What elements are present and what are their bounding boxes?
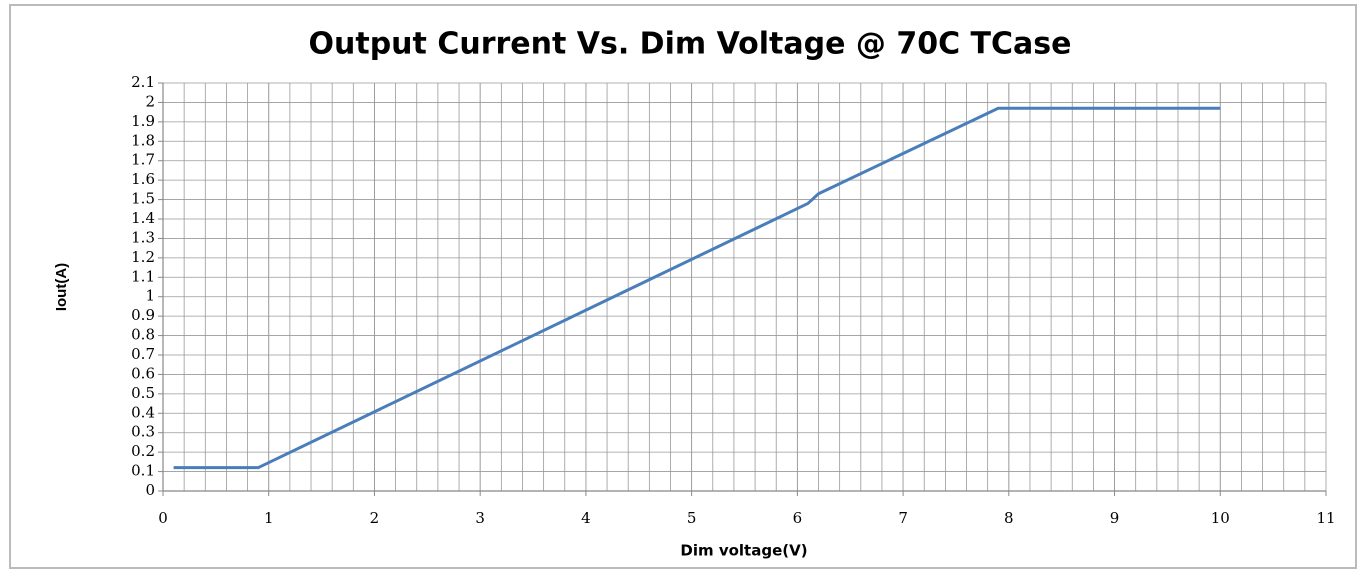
y-tick-label: 0.5 (131, 384, 155, 402)
y-tick-label: 1.1 (131, 267, 155, 285)
chart-frame (9, 4, 1357, 569)
y-tick-label: 1.2 (131, 248, 155, 266)
y-tick-label: 1 (145, 287, 155, 305)
data-line (173, 106, 1221, 470)
y-tick-label: 0.8 (131, 326, 155, 344)
y-tick-label: 1.4 (131, 209, 155, 227)
x-tick-label: 2 (370, 509, 380, 527)
y-tick-label: 0 (145, 481, 155, 499)
y-tick-label: 1.7 (131, 151, 155, 169)
y-tick-label: 1.9 (131, 112, 155, 130)
x-tick-label: 11 (1316, 509, 1335, 527)
y-tick-label: 2.1 (131, 73, 155, 91)
y-tick-label: 1.3 (131, 228, 155, 246)
y-tick-label: 0.3 (131, 423, 155, 441)
chart-title: Output Current Vs. Dim Voltage @ 70C TCa… (309, 27, 1072, 62)
y-tick-label: 0.9 (131, 306, 155, 324)
x-tick-label: 0 (158, 509, 168, 527)
y-tick-label: 0.7 (131, 345, 155, 363)
x-tick-label: 6 (793, 509, 803, 527)
x-tick-label: 7 (898, 509, 908, 527)
x-tick-label: 9 (1110, 509, 1120, 527)
y-tick-label: 2 (145, 92, 155, 110)
x-tick-label: 5 (687, 509, 697, 527)
y-tick-label: 0.4 (131, 403, 155, 421)
y-tick-label: 0.2 (131, 442, 155, 460)
x-tick-label: 8 (1004, 509, 1014, 527)
x-tick-label: 10 (1211, 509, 1230, 527)
y-tick-label: 1.8 (131, 131, 155, 149)
y-tick-label: 1.6 (131, 170, 155, 188)
x-axis-label: Dim voltage(V) (680, 542, 807, 560)
x-tick-label: 3 (475, 509, 485, 527)
x-tick-label: 1 (264, 509, 274, 527)
y-axis-label: Iout(A) (53, 263, 70, 311)
x-tick-label: 4 (581, 509, 591, 527)
y-tick-label: 0.1 (131, 462, 155, 480)
y-tick-label: 1.5 (131, 190, 155, 208)
y-tick-label: 0.6 (131, 364, 155, 382)
